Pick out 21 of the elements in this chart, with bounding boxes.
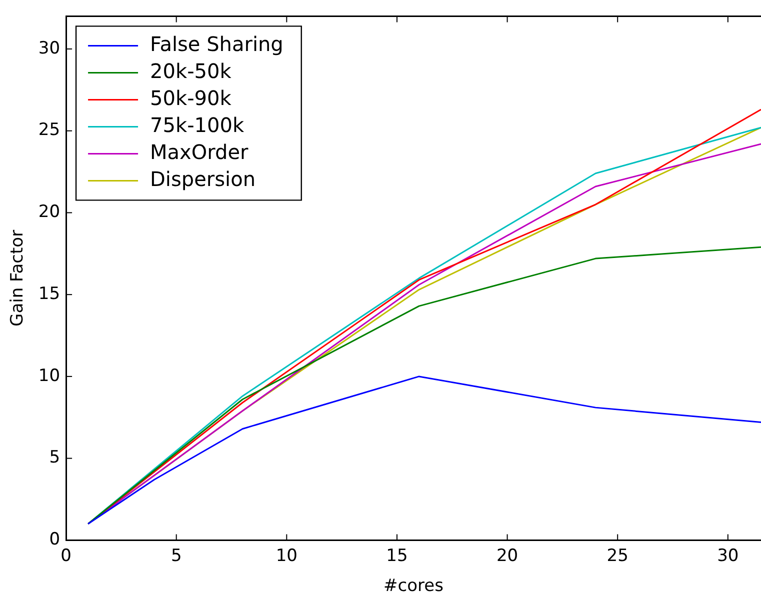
x-tick-label: 20 xyxy=(496,546,518,566)
x-tick-label: 30 xyxy=(717,546,739,566)
legend-label: MaxOrder xyxy=(150,140,249,164)
legend-label: False Sharing xyxy=(150,32,284,56)
x-axis-title: #cores xyxy=(384,576,444,596)
legend-label: 50k-90k xyxy=(150,86,232,110)
y-tick-label: 15 xyxy=(38,284,60,304)
x-tick-label: 10 xyxy=(276,546,298,566)
y-tick-label: 10 xyxy=(38,366,60,386)
x-tick-label: 5 xyxy=(170,546,182,566)
y-axis-title: Gain Factor xyxy=(8,230,28,326)
y-tick-label: 30 xyxy=(38,38,60,58)
x-tick-label: 25 xyxy=(606,546,628,566)
y-tick-label: 20 xyxy=(38,202,60,222)
legend-label: Dispersion xyxy=(150,166,256,191)
legend-label: 75k-100k xyxy=(150,112,244,137)
y-tick-label: 25 xyxy=(38,120,60,140)
legend-label: 20k-50k xyxy=(150,58,232,83)
y-tick-label: 5 xyxy=(49,448,60,468)
x-tick-label: 15 xyxy=(386,546,408,566)
y-tick-label: 0 xyxy=(49,530,60,550)
